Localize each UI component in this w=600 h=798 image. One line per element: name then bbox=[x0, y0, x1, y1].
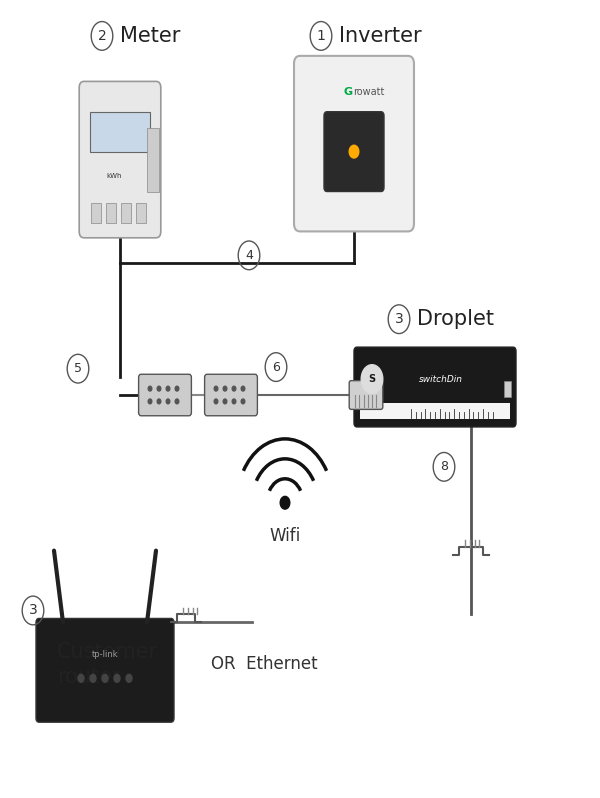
Text: S: S bbox=[368, 374, 376, 384]
Circle shape bbox=[157, 386, 161, 391]
Text: 6: 6 bbox=[272, 361, 280, 373]
Text: Meter: Meter bbox=[120, 26, 181, 46]
Text: 2: 2 bbox=[98, 29, 106, 43]
Bar bbox=[90, 112, 150, 152]
Circle shape bbox=[166, 399, 170, 404]
Text: 1: 1 bbox=[317, 29, 325, 43]
Bar bbox=[360, 403, 510, 419]
FancyBboxPatch shape bbox=[205, 374, 257, 416]
Text: OR  Ethernet: OR Ethernet bbox=[211, 655, 317, 673]
Circle shape bbox=[166, 386, 170, 391]
Circle shape bbox=[214, 399, 218, 404]
Text: tp-link: tp-link bbox=[92, 650, 118, 659]
Text: 5: 5 bbox=[74, 362, 82, 375]
Circle shape bbox=[241, 399, 245, 404]
FancyBboxPatch shape bbox=[294, 56, 414, 231]
Circle shape bbox=[148, 386, 152, 391]
Circle shape bbox=[90, 674, 96, 682]
Circle shape bbox=[223, 386, 227, 391]
Bar bbox=[106, 203, 116, 223]
Circle shape bbox=[214, 386, 218, 391]
FancyBboxPatch shape bbox=[139, 374, 191, 416]
Text: kWh: kWh bbox=[106, 172, 122, 179]
Circle shape bbox=[78, 674, 84, 682]
Circle shape bbox=[126, 674, 132, 682]
Bar bbox=[504, 381, 511, 397]
Text: switchDin: switchDin bbox=[419, 374, 463, 384]
Circle shape bbox=[102, 674, 108, 682]
Text: 3: 3 bbox=[29, 603, 37, 618]
Bar bbox=[136, 203, 146, 223]
Bar bbox=[147, 128, 159, 192]
Circle shape bbox=[232, 399, 236, 404]
Bar bbox=[91, 203, 101, 223]
FancyBboxPatch shape bbox=[349, 381, 383, 409]
Circle shape bbox=[148, 399, 152, 404]
Circle shape bbox=[223, 399, 227, 404]
Text: Wifi: Wifi bbox=[269, 527, 301, 545]
Text: 3: 3 bbox=[395, 312, 403, 326]
Text: Droplet: Droplet bbox=[417, 309, 494, 330]
Text: rowatt: rowatt bbox=[353, 87, 385, 97]
FancyBboxPatch shape bbox=[36, 618, 174, 722]
FancyBboxPatch shape bbox=[79, 81, 161, 238]
Text: 8: 8 bbox=[440, 460, 448, 473]
Circle shape bbox=[349, 145, 359, 158]
Circle shape bbox=[361, 365, 383, 393]
Circle shape bbox=[241, 386, 245, 391]
Circle shape bbox=[175, 386, 179, 391]
Circle shape bbox=[157, 399, 161, 404]
Text: Inverter: Inverter bbox=[339, 26, 422, 46]
Text: Customer
router: Customer router bbox=[57, 642, 158, 687]
Bar bbox=[121, 203, 131, 223]
Circle shape bbox=[114, 674, 120, 682]
FancyBboxPatch shape bbox=[324, 112, 384, 192]
Text: G: G bbox=[343, 87, 353, 97]
Circle shape bbox=[232, 386, 236, 391]
Circle shape bbox=[175, 399, 179, 404]
Text: 4: 4 bbox=[245, 249, 253, 262]
Circle shape bbox=[280, 496, 290, 509]
FancyBboxPatch shape bbox=[354, 347, 516, 427]
